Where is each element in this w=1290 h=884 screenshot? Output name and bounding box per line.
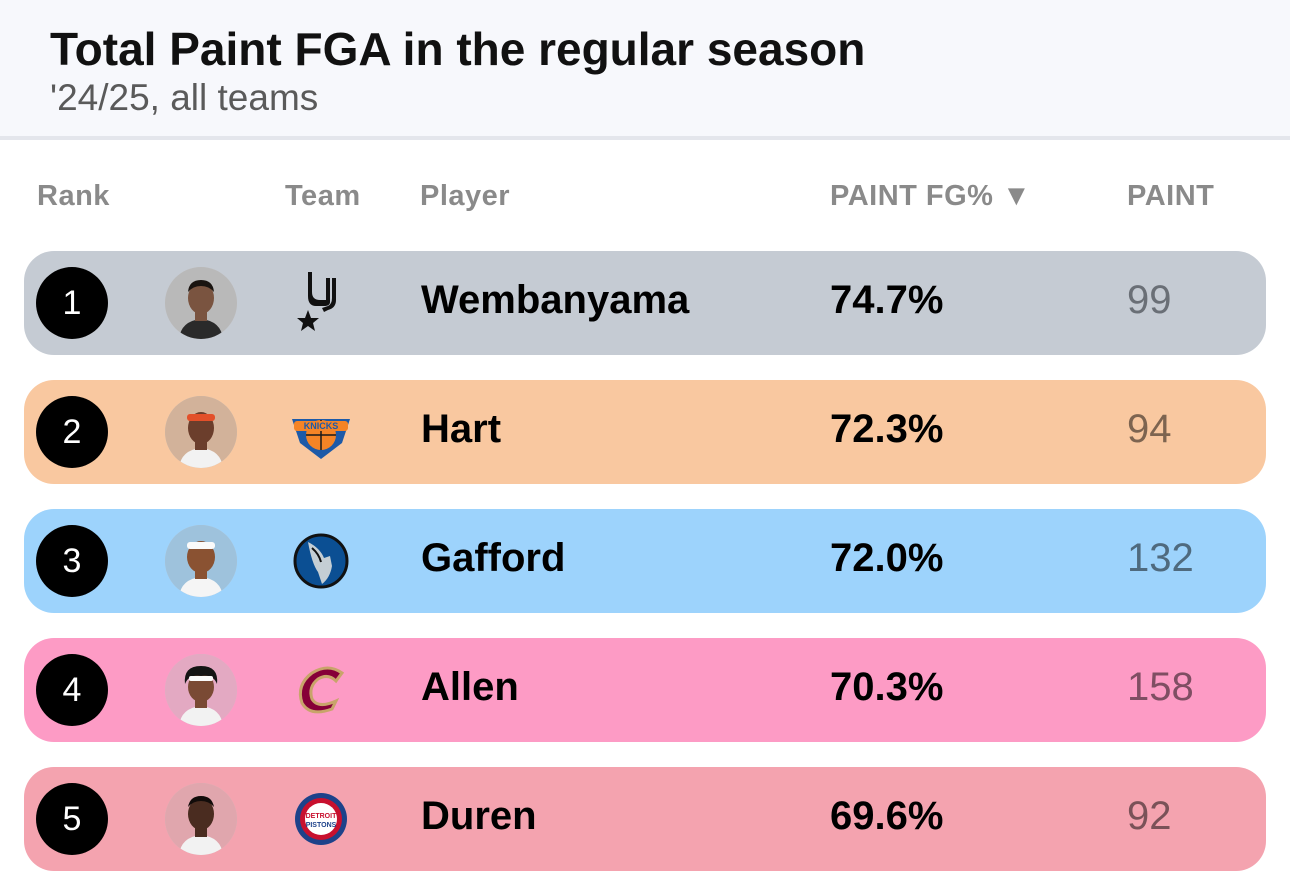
player-name[interactable]: Duren bbox=[421, 794, 537, 838]
paint-value: 94 bbox=[1127, 407, 1172, 451]
page-subtitle: '24/25, all teams bbox=[50, 77, 319, 118]
page-header: Total Paint FGA in the regular season '2… bbox=[0, 0, 1290, 140]
mavericks-logo-icon bbox=[286, 526, 356, 596]
column-header-paint[interactable]: PAINT bbox=[1127, 180, 1215, 212]
player-avatar bbox=[165, 267, 237, 339]
rank-badge: 2 bbox=[36, 396, 108, 468]
paint-fg-pct: 72.0% bbox=[830, 536, 944, 580]
table-row[interactable]: 4 Allen 70.3% 158 bbox=[24, 638, 1266, 742]
paint-fg-pct: 69.6% bbox=[830, 794, 944, 838]
column-header-player: Player bbox=[420, 180, 511, 212]
spurs-logo-icon bbox=[286, 268, 356, 338]
page-title: Total Paint FGA in the regular season bbox=[50, 23, 866, 75]
player-name[interactable]: Hart bbox=[421, 407, 502, 451]
paint-value: 158 bbox=[1127, 665, 1194, 709]
pistons-logo-icon: DETROIT PISTONS bbox=[286, 784, 356, 854]
column-header-team: Team bbox=[285, 180, 361, 212]
paint-value: 99 bbox=[1127, 278, 1172, 322]
svg-text:DETROIT: DETROIT bbox=[306, 813, 337, 820]
paint-value: 92 bbox=[1127, 794, 1172, 838]
column-header-paint-fg-pct[interactable]: PAINT FG% ▼ bbox=[830, 180, 1032, 212]
knicks-logo-icon: KNICKS bbox=[286, 397, 356, 467]
rank-badge: 3 bbox=[36, 525, 108, 597]
svg-text:PISTONS: PISTONS bbox=[306, 822, 337, 829]
paint-value: 132 bbox=[1127, 536, 1194, 580]
paint-fg-pct: 74.7% bbox=[830, 278, 944, 322]
column-header-rank: Rank bbox=[37, 180, 110, 212]
table-row[interactable]: 5 DETROIT PISTONS Duren 69.6% 92 bbox=[24, 767, 1266, 871]
player-avatar bbox=[165, 654, 237, 726]
player-avatar bbox=[165, 396, 237, 468]
paint-fg-pct: 70.3% bbox=[830, 665, 944, 709]
svg-text:KNICKS: KNICKS bbox=[304, 421, 339, 431]
player-name[interactable]: Gafford bbox=[421, 536, 566, 580]
rank-badge: 4 bbox=[36, 654, 108, 726]
player-name[interactable]: Wembanyama bbox=[421, 278, 690, 322]
rank-badge: 5 bbox=[36, 783, 108, 855]
paint-fg-pct: 72.3% bbox=[830, 407, 944, 451]
rank-badge: 1 bbox=[36, 267, 108, 339]
table-row[interactable]: 3 Gafford 72.0% 132 bbox=[24, 509, 1266, 613]
player-avatar bbox=[165, 525, 237, 597]
player-avatar bbox=[165, 783, 237, 855]
cavaliers-logo-icon bbox=[286, 655, 356, 725]
table-row[interactable]: 1 Wembanyama 74.7% 99 bbox=[24, 251, 1266, 355]
player-name[interactable]: Allen bbox=[421, 665, 519, 709]
table-row[interactable]: 2 KNICKS Hart 72.3% 94 bbox=[24, 380, 1266, 484]
